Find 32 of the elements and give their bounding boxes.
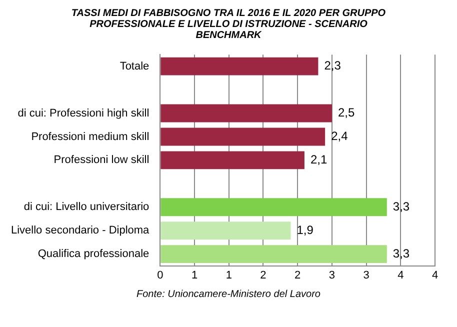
- data-label: 2,4: [331, 129, 348, 144]
- data-label: 3,3: [392, 199, 410, 214]
- x-tick-label: 0: [157, 269, 164, 282]
- bar: [160, 151, 304, 170]
- data-label: 2,5: [338, 106, 355, 120]
- bar: [160, 222, 291, 240]
- bar: [160, 104, 332, 122]
- bar: [160, 245, 387, 264]
- y-tick-label: di cui: Livello universitario: [24, 201, 150, 214]
- y-tick-label: Professioni low skill: [54, 154, 150, 166]
- y-tick-label: Totale: [120, 60, 150, 72]
- y-tick-label: Qualifica professionale: [38, 248, 150, 260]
- chart-title: TASSI MEDI DI FABBISOGNO TRA IL 2016 E IL 2020 PER GRUPPO PROFESSIONALE E LIVELLO DI ISTRUZIONE - SCENARIO BENCHMARK: [70, 8, 387, 41]
- x-tick-label: 2: [260, 269, 266, 282]
- bar: [160, 128, 326, 146]
- data-label: 2,1: [310, 152, 328, 167]
- x-tick-label: 1: [191, 269, 198, 282]
- y-tick-label: di cui: Professioni high skill: [18, 107, 150, 120]
- x-tick-label: 1: [226, 269, 232, 282]
- x-tick-label: 3: [328, 269, 336, 282]
- y-tick-label: Professioni medium skill: [31, 130, 150, 143]
- x-tick-label: 4: [432, 269, 438, 282]
- bar: [160, 57, 318, 76]
- data-label: 3,3: [392, 246, 410, 260]
- x-tick-label: 3: [363, 269, 370, 282]
- data-label: 1,9: [296, 222, 314, 237]
- data-label: 2,3: [324, 58, 342, 73]
- bar: [160, 198, 387, 216]
- x-tick-label: 4: [398, 269, 404, 282]
- source-note: Fonte: Unioncamere-Ministero del Lavoro: [136, 289, 322, 300]
- x-tick-label: 2: [294, 269, 301, 282]
- y-tick-label: Livello secondario - Diploma: [10, 224, 150, 237]
